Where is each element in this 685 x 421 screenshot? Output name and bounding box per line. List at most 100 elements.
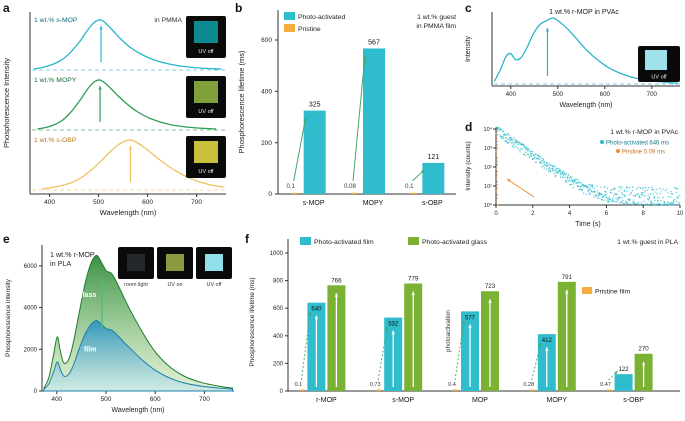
svg-text:Time (s): Time (s) <box>575 221 600 228</box>
pmma-lifetime-bar-chart: 0 200 400 600 Phosphorescence lifetime (ms) 3… <box>237 10 456 207</box>
svg-text:UV off: UV off <box>198 169 214 175</box>
svg-text:Phosphorescence Intensity: Phosphorescence Intensity <box>2 58 11 148</box>
svg-text:10⁴: 10⁴ <box>484 126 493 133</box>
svg-text:Pristine: Pristine <box>298 26 321 33</box>
svg-text:0: 0 <box>34 389 38 395</box>
pvac-emission-spectrum-chart: 400 500 600 700 Wavelength (nm) Intensity 1 wt… <box>465 9 680 109</box>
svg-text:Photo-activated glass: Photo-activated glass <box>422 239 488 246</box>
svg-text:0.1: 0.1 <box>295 382 303 388</box>
panel-a: a 400 500 600 700 Wavelength (nm) Phosphoresc… <box>0 0 232 231</box>
svg-text:s-MOP: s-MOP <box>392 397 414 404</box>
svg-text:600: 600 <box>142 199 153 206</box>
svg-text:in PLA: in PLA <box>50 259 71 268</box>
svg-text:Photo-activated 646 ms: Photo-activated 646 ms <box>606 141 669 147</box>
svg-text:Wavelength (nm): Wavelength (nm) <box>111 407 164 414</box>
svg-text:Photo-activated film: Photo-activated film <box>314 239 374 246</box>
svg-text:400: 400 <box>506 91 517 98</box>
svg-text:700: 700 <box>647 91 658 98</box>
panel-letter-e: e <box>3 232 10 246</box>
svg-text:s-OBP: s-OBP <box>422 200 443 207</box>
svg-text:200: 200 <box>273 361 284 367</box>
svg-text:glass: glass <box>78 292 96 299</box>
svg-text:600: 600 <box>261 37 272 44</box>
svg-text:700: 700 <box>199 396 210 403</box>
pla-emission-area-chart: 0 2000 4000 6000 Phosphorescence intensity 40… <box>5 245 234 414</box>
svg-text:600: 600 <box>150 396 161 403</box>
svg-text:0.73: 0.73 <box>370 382 381 388</box>
svg-text:Phosphorescence lifetime (ms): Phosphorescence lifetime (ms) <box>237 50 246 153</box>
svg-text:325: 325 <box>309 102 321 109</box>
svg-text:640: 640 <box>311 307 322 313</box>
svg-text:UV on: UV on <box>168 282 183 288</box>
pvac-decay-scatter-chart: 10⁰ 10¹ 10² 10³ 10⁴ Intensity (counts) 0 2 4 6 8 10… <box>465 126 684 228</box>
svg-text:10⁰: 10⁰ <box>484 202 493 209</box>
svg-text:600: 600 <box>600 91 611 98</box>
svg-text:1 wt.% guest: 1 wt.% guest <box>417 14 456 21</box>
svg-text:270: 270 <box>638 346 649 353</box>
svg-text:1000: 1000 <box>270 251 284 257</box>
svg-text:766: 766 <box>331 277 342 284</box>
panel-letter-f: f <box>245 232 249 246</box>
panel-f: f 0 200 400 600 800 1000 Phosphorescence lifet… <box>242 231 685 421</box>
svg-text:Wavelength (nm): Wavelength (nm) <box>559 102 612 109</box>
svg-text:400: 400 <box>273 334 284 340</box>
svg-text:room light: room light <box>124 282 148 288</box>
svg-text:791: 791 <box>562 274 573 281</box>
svg-text:1 wt.% r-MOP in PVAc: 1 wt.% r-MOP in PVAc <box>610 129 678 136</box>
svg-text:800: 800 <box>273 279 284 285</box>
svg-text:122: 122 <box>619 367 630 373</box>
svg-text:577: 577 <box>465 315 476 321</box>
svg-text:600: 600 <box>273 306 284 312</box>
svg-text:10¹: 10¹ <box>484 184 492 190</box>
svg-text:Pristine film: Pristine film <box>595 289 630 296</box>
svg-text:Pristine 0.09 ms: Pristine 0.09 ms <box>622 150 665 156</box>
pla-lifetime-bar-chart: 0 200 400 600 800 1000 Phosphorescence lifetim… <box>249 237 680 404</box>
panel-letter-a: a <box>3 1 10 15</box>
svg-text:Phosphorescence lifetime (ms): Phosphorescence lifetime (ms) <box>249 277 256 366</box>
svg-text:MOPY: MOPY <box>546 397 567 404</box>
svg-text:0.08: 0.08 <box>344 184 356 190</box>
svg-text:Wavelength (nm): Wavelength (nm) <box>100 208 157 217</box>
svg-text:0.1: 0.1 <box>286 184 295 190</box>
svg-text:s-MOP: s-MOP <box>303 200 325 207</box>
svg-text:0: 0 <box>268 191 272 198</box>
svg-text:Intensity (counts): Intensity (counts) <box>465 141 472 191</box>
svg-text:532: 532 <box>388 322 399 328</box>
svg-text:500: 500 <box>553 91 564 98</box>
svg-text:10: 10 <box>677 211 684 217</box>
svg-text:1 wt.% s-MOP: 1 wt.% s-MOP <box>34 17 78 24</box>
svg-text:500: 500 <box>93 199 104 206</box>
svg-text:2000: 2000 <box>24 347 38 353</box>
svg-text:r-MOP: r-MOP <box>316 397 337 404</box>
panel-e: e 0 2000 4000 6000 Phosphorescence intensity… <box>0 231 242 421</box>
svg-text:UV off: UV off <box>651 75 667 81</box>
svg-text:10²: 10² <box>484 165 492 171</box>
pmma-emission-spectra-chart: 400 500 600 700 Wavelength (nm) Phosphorescen… <box>2 12 226 217</box>
svg-text:6: 6 <box>605 211 609 217</box>
panel-letter-d: d <box>465 120 473 134</box>
svg-text:UV off: UV off <box>198 49 214 55</box>
panel-letter-b: b <box>235 1 243 15</box>
panel-b: b 0 200 400 600 Phosphorescence lifetime (ms… <box>232 0 462 231</box>
svg-text:MOPY: MOPY <box>363 200 384 207</box>
svg-text:s-OBP: s-OBP <box>623 397 644 404</box>
svg-text:1 wt.% r-MOP: 1 wt.% r-MOP <box>50 250 95 259</box>
svg-text:MOP: MOP <box>472 397 488 404</box>
svg-text:8: 8 <box>642 211 646 217</box>
svg-text:0.4: 0.4 <box>448 382 456 388</box>
svg-text:1 wt.% guest in PLA: 1 wt.% guest in PLA <box>617 239 678 246</box>
svg-text:121: 121 <box>427 154 439 161</box>
svg-text:UV off: UV off <box>207 282 222 288</box>
svg-text:film: film <box>84 346 96 353</box>
svg-text:412: 412 <box>542 338 553 344</box>
svg-text:Photo-activated: Photo-activated <box>298 14 345 21</box>
svg-text:200: 200 <box>261 140 272 147</box>
svg-text:2: 2 <box>531 211 535 217</box>
svg-text:Intensity: Intensity <box>465 35 472 62</box>
svg-text:1 wt.% r-MOP in PVAc: 1 wt.% r-MOP in PVAc <box>549 9 619 16</box>
svg-text:0: 0 <box>280 389 284 395</box>
svg-text:UV off: UV off <box>198 109 214 115</box>
panel-c: c 400 500 600 700 Wavelength (nm) Intensity 1 … <box>462 0 685 119</box>
svg-text:723: 723 <box>485 283 496 290</box>
svg-text:photoactivation: photoactivation <box>445 310 452 352</box>
